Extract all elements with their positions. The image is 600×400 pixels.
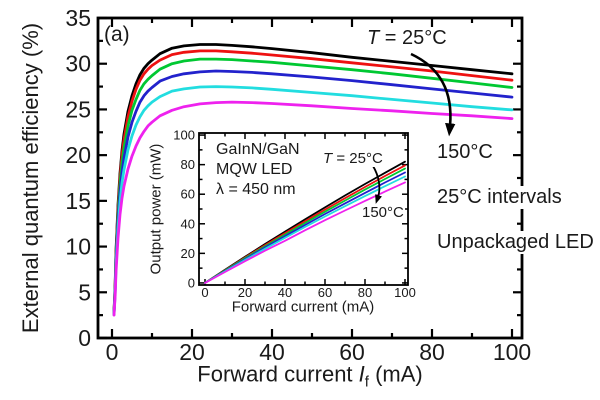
- x-label-pre: Forward current: [197, 361, 359, 387]
- x-label-subscript: f: [364, 373, 369, 391]
- inset-x-tick-label: 40: [278, 285, 292, 300]
- inset-annotation-temp-end: 150°C: [361, 204, 405, 222]
- main-x-tick-label: 60: [339, 339, 365, 365]
- temp-value: = 25°C: [379, 27, 447, 49]
- inset-text-line-3: λ = 450 nm: [216, 181, 296, 198]
- main-x-tick-label: 80: [419, 339, 445, 365]
- inset-text-line-2: MQW LED: [216, 161, 293, 178]
- x-label-post: (mA): [368, 361, 423, 387]
- main-y-tick-label: 0: [78, 325, 91, 351]
- main-y-tick-label: 35: [65, 5, 91, 31]
- inset-y-tick-label: 100: [173, 128, 195, 143]
- main-y-tick-label: 30: [65, 51, 91, 77]
- inset-temp-value: = 25°C: [332, 150, 383, 167]
- inset-x-tick-label: 80: [358, 285, 372, 300]
- temp-symbol: T: [367, 27, 380, 49]
- main-y-tick-label: 5: [78, 279, 91, 305]
- main-x-tick-label: 20: [179, 339, 205, 365]
- inset-y-tick-label: 20: [181, 246, 195, 261]
- inset-device-description: GaInN/GaN MQW LED λ = 450 nm: [216, 140, 300, 200]
- inset-x-axis-label: Forward current (mA): [231, 298, 375, 316]
- annotation-temp-start: T = 25°C: [366, 27, 448, 50]
- main-curve-125°C: [112, 85, 514, 317]
- annotation-interval-note: 25°C intervals: [436, 186, 563, 209]
- x-label-symbol: I: [358, 361, 365, 387]
- annotation-device-note: Unpackaged LED: [436, 231, 595, 254]
- annotation-temp-end: 150°C: [436, 141, 494, 164]
- inset-x-tick-label: 20: [238, 285, 252, 300]
- main-y-tick-label: 25: [65, 96, 91, 122]
- main-temperature-arrow: [410, 52, 456, 137]
- main-x-tick-label: 40: [259, 339, 285, 365]
- inset-y-tick-label: 80: [181, 157, 195, 172]
- main-x-tick-label: 100: [493, 339, 531, 365]
- main-y-tick-label: 20: [65, 142, 91, 168]
- panel-label: (a): [104, 23, 130, 46]
- inset-annotation-temp-start: T = 25°C: [322, 150, 384, 168]
- inset-y-axis-label: Output power (mW): [147, 143, 165, 275]
- main-y-tick-label: 10: [65, 234, 91, 260]
- main-x-tick-label: 0: [106, 339, 119, 365]
- inset-temp-symbol: T: [323, 150, 333, 167]
- inset-y-tick-label: 60: [181, 187, 195, 202]
- inset-x-tick-label: 100: [394, 285, 416, 300]
- main-y-tick-label: 15: [65, 188, 91, 214]
- inset-temperature-arrow: [372, 165, 382, 204]
- inset-x-tick-label: 0: [201, 285, 208, 300]
- main-y-axis-label: External quantum efficiency (%): [18, 22, 43, 334]
- main-x-axis-label: Forward current If (mA): [197, 361, 422, 390]
- inset-text-line-1: GaInN/GaN: [216, 141, 300, 158]
- inset-y-tick-label: 0: [188, 275, 195, 290]
- inset-x-tick-label: 60: [318, 285, 332, 300]
- inset-curve-150°C: [204, 181, 406, 284]
- main-curve-150°C: [112, 100, 514, 317]
- inset-y-tick-label: 40: [181, 216, 195, 231]
